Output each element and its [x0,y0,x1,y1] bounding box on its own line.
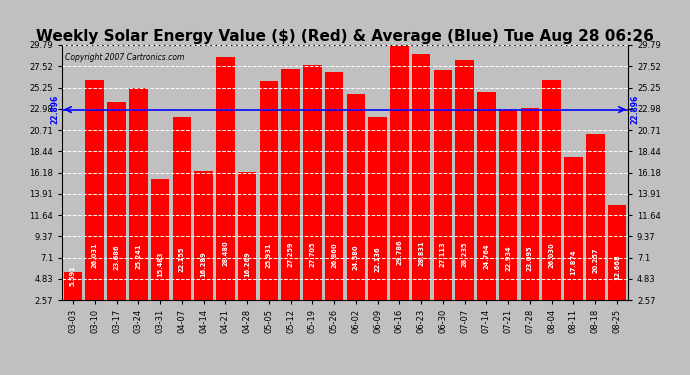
Text: 27.705: 27.705 [309,242,315,267]
Text: 24.580: 24.580 [353,244,359,270]
Text: 22.136: 22.136 [375,246,381,272]
Bar [151,179,169,324]
Text: 23.686: 23.686 [113,245,119,270]
Bar [521,108,539,324]
Bar [368,117,387,324]
Bar [499,109,518,324]
Bar [86,80,104,324]
Bar [172,117,191,324]
Text: 25.931: 25.931 [266,243,272,268]
Bar [238,172,256,324]
Text: 28.480: 28.480 [222,241,228,266]
Text: 22.896: 22.896 [50,95,59,124]
Bar [303,64,322,324]
Text: 16.269: 16.269 [244,251,250,277]
Text: 22.934: 22.934 [505,245,511,271]
Text: 26.030: 26.030 [549,243,555,268]
Bar [390,45,408,324]
Bar [542,80,561,324]
Bar [216,57,235,324]
Text: 22.155: 22.155 [179,246,185,272]
Text: 15.483: 15.483 [157,252,163,277]
Bar [477,92,495,324]
Bar [608,206,627,324]
Text: 27.113: 27.113 [440,242,446,267]
Text: 12.668: 12.668 [614,254,620,280]
Bar [259,81,278,324]
Bar [564,157,583,324]
Text: Copyright 2007 Cartronics.com: Copyright 2007 Cartronics.com [65,53,184,62]
Text: 29.786: 29.786 [396,240,402,265]
Text: 28.235: 28.235 [462,241,468,267]
Bar [325,72,344,324]
Text: 20.257: 20.257 [592,248,598,273]
Bar [282,69,300,324]
Text: 23.095: 23.095 [527,245,533,271]
Text: 5.591: 5.591 [70,265,76,286]
Text: 17.874: 17.874 [571,250,577,275]
Text: 27.259: 27.259 [288,242,294,267]
Bar [412,54,431,324]
Bar [107,102,126,324]
Text: 16.289: 16.289 [201,251,206,277]
Bar [455,60,474,324]
Bar [63,272,82,324]
Title: Weekly Solar Energy Value ($) (Red) & Average (Blue) Tue Aug 28 06:26: Weekly Solar Energy Value ($) (Red) & Av… [36,29,654,44]
Text: 22.896: 22.896 [631,95,640,124]
Text: 28.831: 28.831 [418,240,424,266]
Bar [129,88,148,324]
Text: 26.031: 26.031 [92,243,98,268]
Bar [434,70,452,324]
Bar [586,134,604,324]
Text: 25.241: 25.241 [135,243,141,269]
Text: 24.764: 24.764 [484,244,489,270]
Text: 26.860: 26.860 [331,242,337,268]
Bar [195,171,213,324]
Bar [346,94,365,324]
